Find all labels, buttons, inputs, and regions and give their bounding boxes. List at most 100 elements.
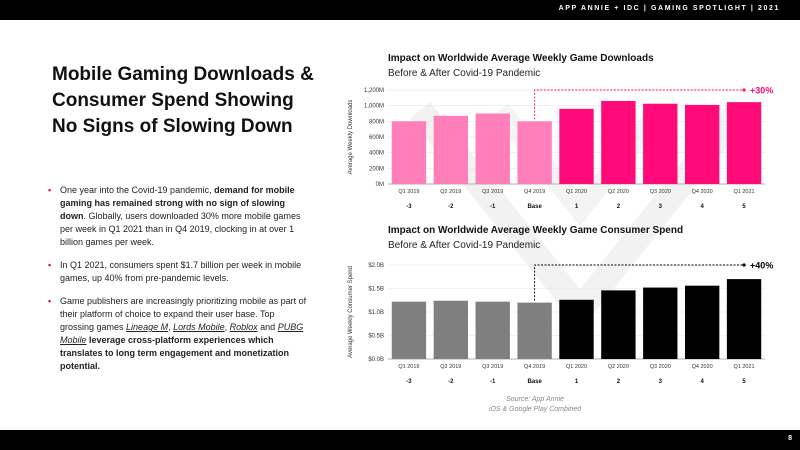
growth-annotation: +30% (750, 86, 773, 96)
relative-quarter-label: -1 (490, 379, 496, 385)
relative-quarter-label: -3 (406, 204, 412, 210)
x-tick-label: Q3 2020 (650, 189, 671, 195)
bar (643, 103, 678, 184)
report-header: APP ANNIE + IDC | GAMING SPOTLIGHT | 202… (558, 5, 780, 12)
page-number: 8 (788, 435, 792, 442)
source-line: Source: App Annie (506, 396, 564, 403)
y-tick-label: 600M (369, 135, 384, 141)
y-tick-label: 1,000M (364, 104, 384, 110)
bar (391, 301, 427, 359)
growth-bracket (534, 89, 745, 120)
x-tick-label: Q2 2019 (440, 364, 461, 370)
bar (684, 104, 720, 184)
relative-quarter-label: 4 (700, 204, 704, 210)
growth-annotation: +40% (750, 261, 773, 271)
bullet-item: One year into the Covid-19 pandemic, dem… (48, 184, 308, 249)
x-tick-label: Q2 2019 (440, 189, 461, 195)
page-title: Mobile Gaming Downloads & Consumer Spend… (52, 64, 314, 137)
x-tick-label: Q4 2019 (524, 189, 545, 195)
spend-chart-title: Impact on Worldwide Average Weekly Game … (388, 225, 684, 236)
bullet-item: Game publishers are increasingly priorit… (48, 295, 308, 373)
bracket-end-marker (742, 88, 746, 92)
relative-quarter-label: 2 (617, 204, 621, 210)
bar (517, 302, 552, 359)
x-tick-label: Q2 2020 (608, 189, 629, 195)
relative-quarter-label: 2 (617, 379, 621, 385)
bar (517, 121, 552, 184)
game-title: Lineage M (126, 322, 169, 332)
x-tick-label: Q1 2021 (734, 364, 755, 370)
y-tick-label: $0.5B (368, 334, 384, 340)
relative-quarter-label: -3 (406, 379, 412, 385)
bullet-text: and (257, 322, 278, 332)
bar (601, 290, 636, 359)
y-tick-label: $0.0B (368, 357, 384, 363)
bottom-bar: 8 (0, 430, 800, 450)
bracket-end-marker (742, 263, 746, 267)
game-title: Roblox (229, 322, 258, 332)
x-tick-label: Q2 2020 (608, 364, 629, 370)
bullet-text: . Globally, users downloaded 30% more mo… (60, 211, 301, 247)
bar (475, 113, 510, 184)
relative-quarter-label: 1 (575, 379, 579, 385)
downloads-chart-subtitle: Before & After Covid-19 Pandemic (388, 68, 541, 79)
relative-quarter-label: 5 (742, 204, 746, 210)
downloads-chart-title: Impact on Worldwide Average Weekly Game … (388, 53, 654, 64)
x-tick-label: Q4 2020 (692, 364, 713, 370)
y-axis-label: Average Weekly Consumer Spend (348, 266, 354, 358)
x-tick-label: Q3 2020 (650, 364, 671, 370)
bar (559, 108, 594, 184)
y-tick-label: 1,200M (364, 88, 384, 94)
bullet-text: demand for mobile gaming has remained st… (60, 185, 295, 221)
x-tick-label: Q4 2020 (692, 189, 713, 195)
y-tick-label: $2.0B (368, 263, 384, 269)
bullet-list: One year into the Covid-19 pandemic, dem… (48, 184, 308, 383)
x-tick-label: Q1 2020 (566, 189, 587, 195)
bar (601, 100, 636, 184)
y-tick-label: $1.0B (368, 310, 384, 316)
x-tick-label: Q1 2019 (398, 189, 419, 195)
game-title: Lords Mobile (173, 322, 225, 332)
downloads-chart: Average Weekly Downloads 0M 200M 400M 600M 80… (348, 86, 773, 211)
relative-quarter-label: Base (527, 204, 542, 210)
bar (391, 121, 427, 184)
bar (433, 115, 469, 184)
x-tick-label: Q3 2019 (482, 189, 503, 195)
bullet-text: In Q1 2021, consumers spent $1.7 billion… (60, 260, 302, 283)
bar (643, 287, 678, 359)
y-axis-label: Average Weekly Downloads (348, 100, 354, 175)
bullet-text: , (224, 322, 230, 332)
relative-quarter-label: 3 (659, 204, 663, 210)
relative-quarter-label: Base (527, 379, 542, 385)
y-tick-label: 0M (376, 182, 384, 188)
relative-quarter-label: 1 (575, 204, 579, 210)
bar (684, 285, 720, 359)
x-tick-label: Q1 2021 (734, 189, 755, 195)
y-tick-label: 200M (369, 166, 384, 172)
y-tick-label: 400M (369, 151, 384, 157)
growth-bracket (534, 264, 745, 301)
bar (726, 102, 762, 184)
relative-quarter-label: -2 (448, 204, 454, 210)
relative-quarter-label: 4 (700, 379, 704, 385)
bar (475, 301, 510, 359)
relative-quarter-label: -1 (490, 204, 496, 210)
y-tick-label: $1.5B (368, 287, 384, 293)
bar (559, 299, 594, 359)
bullet-text: , (168, 322, 174, 332)
x-tick-label: Q3 2019 (482, 364, 503, 370)
bullet-text: One year into the Covid-19 pandemic, (60, 185, 215, 195)
bar (433, 300, 469, 359)
x-tick-label: Q1 2019 (398, 364, 419, 370)
relative-quarter-label: -2 (448, 379, 454, 385)
bar (726, 279, 762, 359)
top-bar: APP ANNIE + IDC | GAMING SPOTLIGHT | 202… (0, 0, 800, 20)
bullet-item: In Q1 2021, consumers spent $1.7 billion… (48, 259, 308, 285)
relative-quarter-label: 5 (742, 379, 746, 385)
spend-chart: Average Weekly Consumer Spend $0.0B $0.5B $… (348, 261, 773, 386)
source-note: Source: App Annie iOS & Google Play Comb… (480, 395, 590, 415)
x-tick-label: Q4 2019 (524, 364, 545, 370)
bullet-text: Game publishers are increasingly priorit… (60, 296, 307, 332)
x-tick-label: Q1 2020 (566, 364, 587, 370)
source-scope: iOS & Google Play Combined (488, 406, 582, 413)
